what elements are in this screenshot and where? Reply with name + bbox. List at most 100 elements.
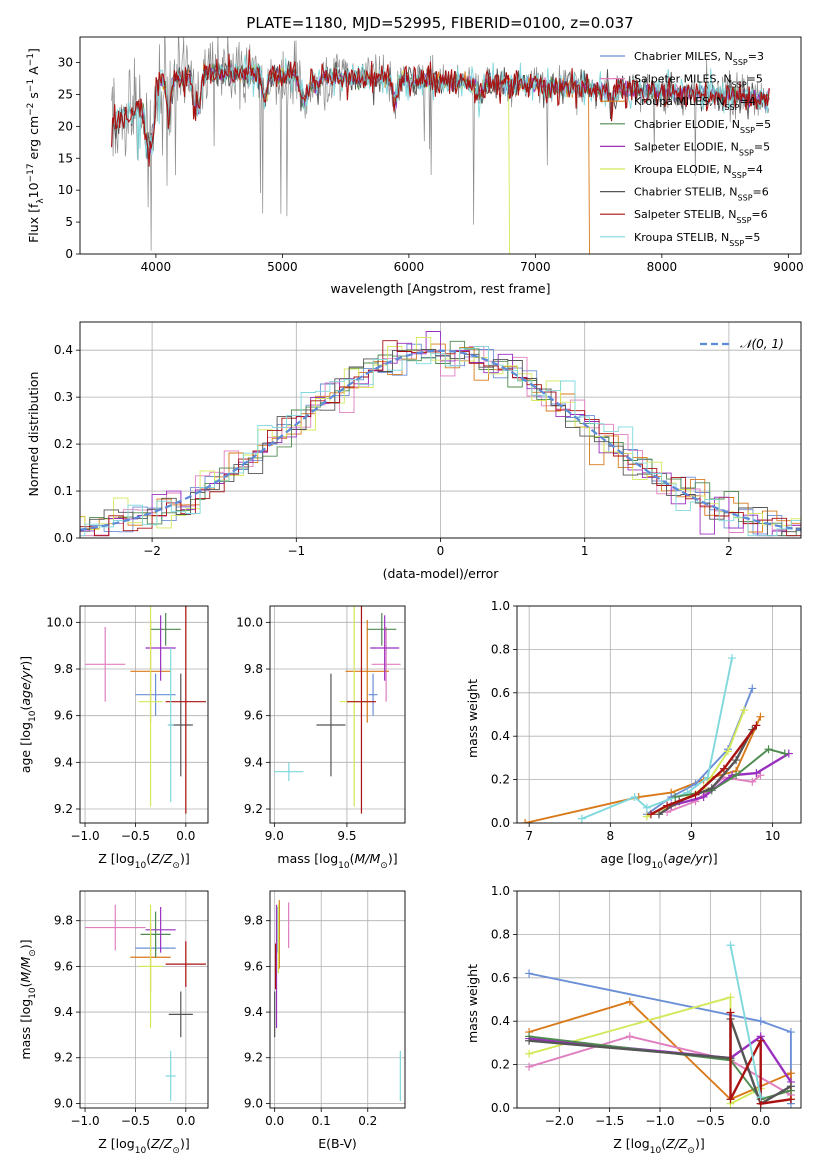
- legend-sub: SSP: [739, 148, 754, 157]
- label-part: log: [631, 1136, 650, 1151]
- label-part: age [: [18, 741, 33, 773]
- x-tick-label: −1: [287, 544, 305, 558]
- kroupa_stelib-histogram: [80, 345, 801, 537]
- z_age-errorbars: [85, 606, 206, 814]
- label-part: age/yr: [668, 851, 709, 866]
- x-tick-label: 0.1: [312, 1114, 331, 1128]
- legend-sub: SSP: [733, 58, 748, 67]
- label-part: )]: [18, 939, 33, 949]
- label-part: 10: [652, 861, 664, 871]
- x-tick-label: 0.0: [176, 1114, 195, 1128]
- y-tick-label: 9.8: [54, 914, 73, 928]
- salpeter_stelib-marker: [726, 1008, 735, 1017]
- label-part: ⊙: [28, 949, 38, 957]
- chabrier_stelib-marker: [525, 1036, 534, 1045]
- x-tick-label: 9.5: [337, 829, 356, 843]
- x-tick-label: −2: [143, 544, 161, 558]
- age_weight-ylabel: mass weight: [465, 679, 480, 758]
- label-part: mass [: [18, 1018, 33, 1060]
- legend-base: Kroupa ELODIE, N: [634, 163, 732, 176]
- y-tick-label: 25: [58, 87, 73, 101]
- legend-suffix: =5: [755, 118, 771, 131]
- y-tick-label: 0: [65, 247, 73, 261]
- y-tick-label: 9.4: [244, 755, 263, 769]
- x-tick-label: 9000: [773, 260, 804, 274]
- y-tick-label: 20: [58, 119, 73, 133]
- label-part: (: [663, 851, 668, 866]
- y-tick-label: 9.4: [244, 1005, 263, 1019]
- label-part: M/M: [355, 851, 381, 866]
- label-part: ⊙: [380, 861, 388, 871]
- kroupa_stelib-marker: [630, 792, 639, 801]
- y-tick-label: 9.2: [244, 802, 263, 816]
- label-part: (: [350, 851, 355, 866]
- legend-suffix: =6: [751, 208, 767, 221]
- kroupa_elodie-marker: [726, 993, 735, 1002]
- label-part: (: [661, 1136, 666, 1151]
- label-part: ⊙: [687, 1146, 695, 1156]
- label-part: ⊙: [172, 1146, 180, 1156]
- y-tick-label: 9.6: [244, 959, 263, 973]
- label-part: erg cm: [26, 116, 41, 164]
- legend-sub: SSP: [736, 216, 751, 225]
- y-tick-label: 0.0: [54, 531, 73, 545]
- y-tick-label: 9.2: [54, 1051, 73, 1065]
- mass_age-errorbars: [274, 606, 401, 814]
- salpeter_elodie-marker: [699, 792, 708, 801]
- salpeter_elodie-marker: [752, 769, 761, 778]
- z_weight-xlabel: Z [log10(Z/Z⊙)]: [613, 1136, 704, 1156]
- legend-entry: Chabrier STELIB, NSSP=6: [634, 186, 769, 203]
- label-part: 10: [135, 1146, 147, 1156]
- y-tick-label: 0.8: [491, 927, 510, 941]
- chabrier_elodie-marker: [732, 771, 741, 780]
- z_mass-ylabel: mass [log10(M/M⊙)]: [18, 939, 38, 1059]
- legend-base: Chabrier STELIB, N: [634, 186, 738, 199]
- y-tick-label: 0.0: [491, 1101, 510, 1115]
- salpeter_stelib-histogram: [80, 340, 801, 537]
- y-tick-label: 5: [65, 215, 73, 229]
- label-part: 10: [28, 710, 38, 722]
- age_weight-xlabel: age [log10(age/yr)]: [600, 851, 717, 871]
- x-tick-label: 6000: [394, 260, 425, 274]
- legend-entry: Kroupa STELIB, NSSP=5: [634, 231, 760, 248]
- y-tick-label: 0.8: [491, 642, 510, 656]
- salpeter_stelib-model-line: [111, 49, 770, 167]
- y-tick-label: 9.6: [244, 709, 263, 723]
- y-tick-label: 9.4: [54, 755, 73, 769]
- salpeter_stelib-marker: [663, 801, 672, 810]
- x-tick-label: 5000: [267, 260, 298, 274]
- y-tick-label: 0.1: [54, 484, 73, 498]
- label-part: log: [18, 999, 33, 1018]
- label-part: log: [18, 722, 33, 741]
- label-part: 10: [650, 1146, 662, 1156]
- legend-sub: SSP: [729, 238, 744, 247]
- label-part: log: [319, 851, 338, 866]
- label-part: −1: [26, 79, 36, 92]
- kroupa_elodie-marker: [740, 706, 749, 715]
- mass_age-xlabel: mass [log10(M/M⊙)]: [277, 851, 397, 871]
- figure-title: PLATE=1180, MJD=52995, FIBERID=0100, z=0…: [246, 14, 633, 32]
- label-part: −2: [26, 103, 36, 116]
- label-part: Z [: [98, 851, 115, 866]
- y-tick-label: 9.8: [244, 662, 263, 676]
- legend-base: Chabrier ELODIE, N: [634, 118, 740, 131]
- kroupa_stelib-weight-line: [581, 657, 733, 820]
- legend-sub: SSP: [732, 171, 747, 180]
- label-part: Z/Z: [665, 1136, 688, 1151]
- y-tick-label: 9.0: [244, 1096, 263, 1110]
- y-tick-label: 9.2: [54, 802, 73, 816]
- y-tick-label: 15: [58, 151, 73, 165]
- mass_age-frame: [269, 605, 406, 824]
- kroupa_miles-marker: [521, 819, 530, 823]
- ebv_mass-xlabel: E(B-V): [318, 1136, 357, 1151]
- salpeter_stelib-marker: [646, 810, 655, 819]
- y-tick-label: 0.2: [491, 1058, 510, 1072]
- z_mass-errorbars: [85, 904, 206, 1102]
- y-tick-label: 0.4: [491, 1014, 510, 1028]
- label-part: E(B-V): [318, 1136, 357, 1151]
- label-part: age [: [600, 851, 632, 866]
- residuals-frame: [79, 321, 802, 539]
- label-part: Z [: [98, 1136, 115, 1151]
- salpeter_stelib-marker: [719, 764, 728, 773]
